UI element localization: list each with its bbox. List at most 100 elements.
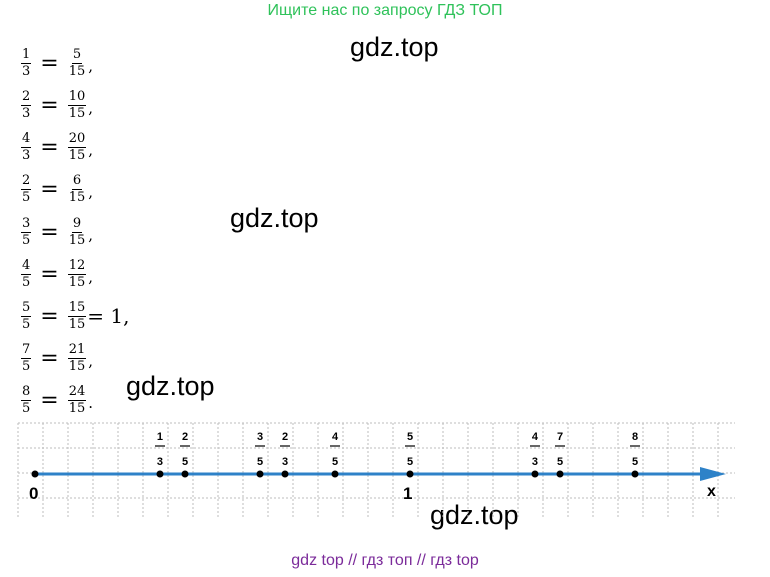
rhs-fraction: 10 15 — [67, 88, 87, 121]
numerator: 7 — [21, 341, 32, 359]
rhs-fraction: 20 15 — [67, 130, 87, 163]
equals-sign: = — [40, 345, 59, 371]
point-dot — [631, 470, 639, 478]
watermark: gdz.top — [350, 32, 439, 62]
numerator: 1 — [21, 46, 32, 64]
denominator: 15 — [68, 189, 86, 205]
numerator: 5 — [71, 46, 83, 64]
rhs-fraction: 12 15 — [67, 258, 87, 290]
fraction-point: 43 — [529, 431, 540, 478]
equals-sign: = — [40, 176, 59, 202]
denominator: 15 — [68, 232, 86, 248]
rhs-fraction: 9 15 — [68, 216, 87, 248]
point-numerator: 3 — [257, 431, 263, 443]
axis-arrow — [700, 467, 726, 481]
numerator: 15 — [67, 299, 87, 317]
equation-row: 7 5 = 21 15, — [20, 338, 93, 378]
denominator: 15 — [68, 63, 86, 79]
point-dot — [406, 470, 414, 478]
axis-label: x — [707, 483, 716, 500]
point-denominator: 3 — [157, 456, 163, 468]
equation-row: 4 5 = 12 15, — [20, 254, 93, 294]
equals-sign: = — [40, 303, 59, 329]
numerator: 10 — [67, 88, 87, 106]
watermark: gdz.top — [430, 500, 519, 530]
point-denominator: 5 — [407, 456, 413, 468]
denominator: 15 — [68, 274, 86, 290]
watermark: gdz.top — [126, 371, 215, 401]
denominator: 5 — [22, 316, 31, 332]
point-numerator: 2 — [282, 431, 288, 443]
numerator: 6 — [71, 172, 83, 190]
point-numerator: 1 — [157, 431, 163, 443]
punctuation: , — [88, 226, 94, 244]
fraction-point: 13 — [154, 431, 165, 478]
equation-row: 5 5 = 15 15 = 1, — [20, 296, 129, 336]
rhs-fraction: 6 15 — [68, 172, 87, 205]
origin-label: 0 — [29, 484, 38, 503]
punctuation: , — [88, 183, 94, 201]
point-dot — [181, 470, 189, 478]
numerator: 3 — [21, 215, 32, 233]
point-denominator: 5 — [557, 456, 563, 468]
origin-point — [31, 470, 39, 478]
punctuation: , — [88, 352, 94, 370]
denominator: 15 — [68, 105, 86, 121]
numerator: 21 — [67, 341, 87, 359]
fraction-point: 25 — [180, 431, 190, 478]
point-dot — [156, 470, 164, 478]
denominator: 5 — [22, 358, 31, 374]
punctuation: . — [88, 394, 94, 412]
punctuation: , — [88, 99, 94, 117]
point-dot — [331, 470, 339, 478]
equation-row: 2 3 = 10 15, — [20, 85, 93, 125]
fraction-point: 55 — [405, 431, 415, 478]
rhs-fraction: 5 15 — [68, 46, 87, 79]
unit-label: 1 — [403, 484, 412, 503]
denominator: 3 — [22, 105, 31, 121]
fraction-point: 45 — [330, 431, 340, 478]
search-banner: Ищите нас по запросу ГДЗ ТОП — [267, 2, 503, 19]
denominator: 5 — [22, 274, 31, 290]
fraction-point: 75 — [555, 431, 565, 478]
numerator: 5 — [21, 299, 32, 317]
equals-sign: = — [40, 387, 59, 413]
denominator: 5 — [22, 232, 31, 248]
numerator: 20 — [67, 130, 87, 148]
equals-sign: = — [40, 92, 59, 118]
rhs-fraction: 15 15 — [67, 299, 87, 332]
denominator: 15 — [68, 400, 86, 416]
point-denominator: 5 — [182, 456, 188, 468]
point-numerator: 2 — [182, 431, 188, 443]
point-denominator: 5 — [632, 456, 638, 468]
punctuation: , — [88, 57, 94, 75]
equals-sign: = — [40, 50, 59, 76]
equation-row: 1 3 = 5 15, — [20, 43, 93, 83]
point-denominator: 5 — [257, 456, 263, 468]
number-line-grid — [17, 422, 735, 518]
rhs-fraction: 21 15 — [67, 341, 87, 374]
equation-row: 2 5 = 6 15, — [20, 169, 93, 209]
point-numerator: 4 — [332, 431, 339, 443]
equals-sign: = — [40, 219, 59, 245]
punctuation: , — [88, 268, 94, 286]
equation-row: 4 3 = 20 15, — [20, 127, 93, 167]
denominator: 15 — [68, 358, 86, 374]
fraction-point: 85 — [630, 431, 640, 478]
point-dot — [281, 470, 289, 478]
denominator: 5 — [22, 400, 31, 416]
equation-row: 3 5 = 9 15, — [20, 212, 93, 252]
point-numerator: 8 — [632, 431, 638, 443]
numerator: 2 — [21, 172, 32, 190]
point-denominator: 3 — [282, 456, 288, 468]
denominator: 15 — [68, 316, 86, 332]
point-numerator: 5 — [407, 431, 413, 443]
